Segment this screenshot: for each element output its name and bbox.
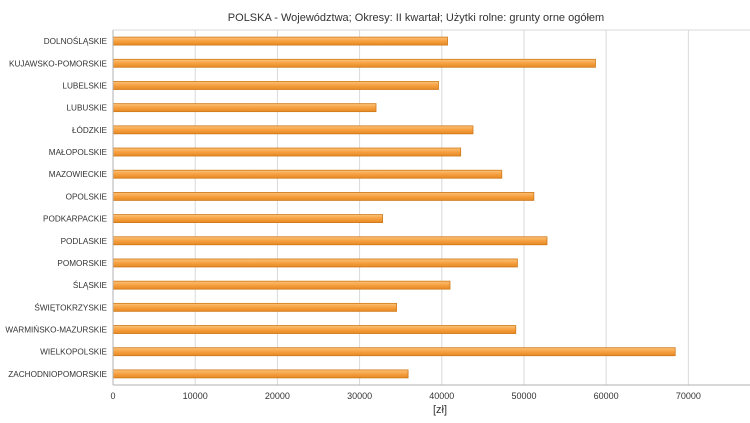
bar (112, 81, 439, 90)
category-label: MAŁOPOLSKIE (49, 148, 108, 157)
bar (112, 147, 462, 157)
bars (112, 36, 676, 379)
x-tick-label: 50000 (511, 391, 536, 401)
category-label: PODLASKIE (61, 237, 108, 246)
bar (112, 36, 448, 46)
category-label: KUJAWSKO-POMORSKIE (9, 59, 107, 68)
category-label: ZACHODNIOPOMORSKIE (8, 370, 107, 379)
bar (112, 103, 377, 113)
category-label: LUBUSKIE (67, 104, 108, 113)
bar (112, 280, 451, 290)
category-labels: DOLNOŚLĄSKIE KUJAWSKO-POMORSKIE LUBELSKIE L… (5, 35, 107, 379)
x-tick-label: 60000 (594, 391, 619, 401)
category-label: ŁÓDZKIE (72, 125, 108, 135)
bar (112, 58, 596, 68)
category-label: POMORSKIE (57, 259, 107, 268)
x-tick-label: 10000 (183, 391, 208, 401)
category-label: WARMIŃSKO-MAZURSKIE (5, 325, 107, 335)
category-label: MAZOWIECKIE (49, 170, 108, 179)
category-label: PODKARPACKIE (43, 215, 108, 224)
category-label: OPOLSKIE (66, 192, 108, 201)
category-label: LUBELSKIE (62, 81, 107, 90)
category-label: DOLNOŚLĄSKIE (44, 35, 108, 46)
bar (112, 192, 535, 201)
bar (112, 214, 383, 223)
x-axis-label: [zł] (433, 404, 447, 416)
x-tick-label: 40000 (429, 391, 454, 401)
chart-title: POLSKA - Województwa; Okresy: II kwartał… (228, 12, 604, 24)
category-label: ŚWIĘTOKRZYSKIE (34, 301, 107, 312)
bar (112, 325, 517, 334)
bar (112, 236, 548, 246)
bar (112, 347, 676, 357)
bar (112, 169, 503, 179)
x-tick-label: 20000 (265, 391, 290, 401)
bar (112, 302, 397, 312)
x-tick-labels: 0 10000 20000 30000 40000 50000 60000 70000 (110, 391, 700, 401)
category-label: ŚLĄSKIE (73, 279, 108, 290)
x-tick-label: 30000 (347, 391, 372, 401)
x-tick-label: 70000 (676, 391, 701, 401)
bar (112, 258, 518, 268)
category-label: WIELKOPOLSKIE (40, 348, 107, 357)
bar (112, 125, 474, 135)
x-tick-label: 0 (110, 391, 115, 401)
bar (112, 369, 409, 379)
